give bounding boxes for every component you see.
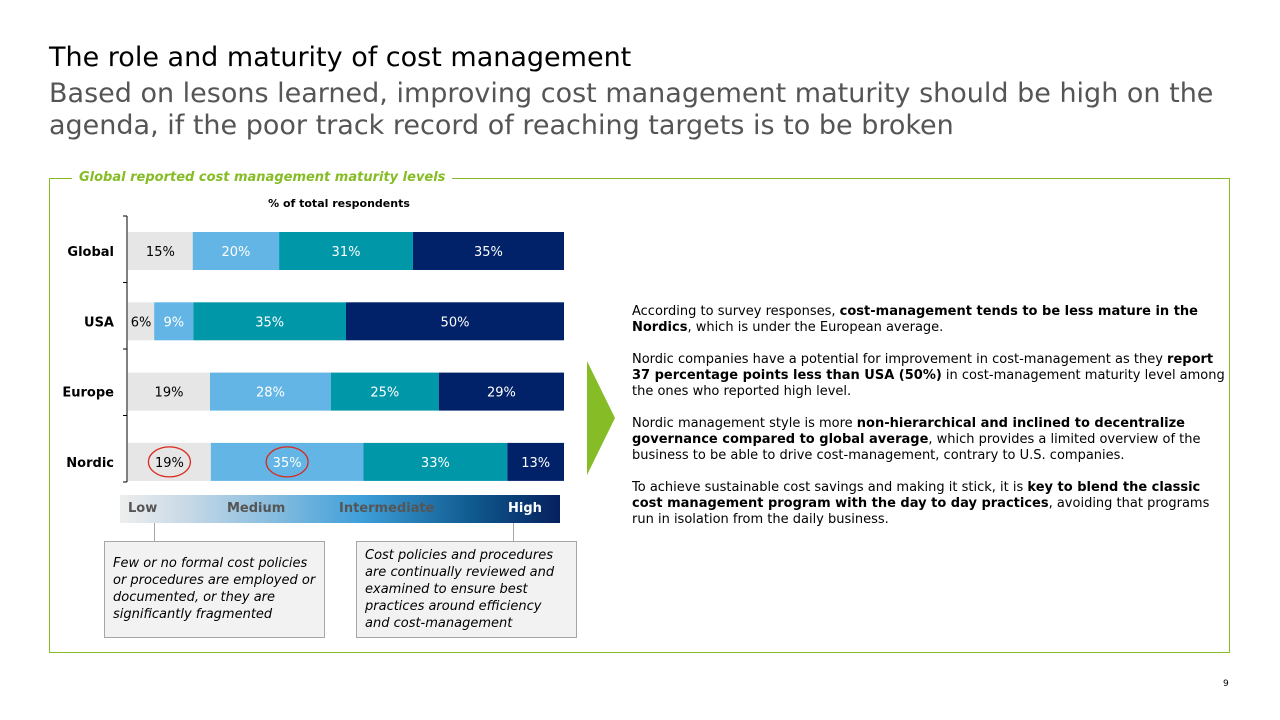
legend-label-intermediate: Intermediate xyxy=(339,501,435,516)
chart-title: % of total respondents xyxy=(268,197,410,210)
commentary-emphasis: report 37 percentage points less than US… xyxy=(632,352,1214,383)
commentary-paragraph: Nordic companies have a potential for im… xyxy=(632,352,1227,400)
bar-segment xyxy=(438,372,564,411)
bar-segment xyxy=(128,372,211,411)
commentary-run: , which provides a limited overview of t… xyxy=(632,432,1201,463)
data-label: 33% xyxy=(421,456,450,471)
category-label: USA xyxy=(84,315,114,330)
commentary-run: To achieve sustainable cost savings and … xyxy=(632,480,1028,495)
highlight-circle xyxy=(147,446,192,478)
data-label: 25% xyxy=(370,386,399,401)
data-label: 9% xyxy=(163,315,184,330)
data-label: 20% xyxy=(221,245,250,260)
slide-title: The role and maturity of cost management xyxy=(49,42,632,73)
commentary-text: According to survey responses, cost-mana… xyxy=(632,304,1227,544)
bar-segment xyxy=(193,302,346,341)
data-label: 50% xyxy=(441,315,470,330)
commentary-run: Nordic companies have a potential for im… xyxy=(632,352,1168,367)
bar-segment xyxy=(330,372,439,411)
data-label: 13% xyxy=(521,456,550,471)
bar-segment xyxy=(363,442,508,481)
category-label: Nordic xyxy=(66,456,114,471)
bar-segment xyxy=(412,232,564,270)
bar-segment xyxy=(279,232,413,270)
low-definition-note: Few or no formal cost policies or proced… xyxy=(104,541,325,638)
data-label: 35% xyxy=(273,456,302,471)
bar-segment xyxy=(154,302,194,341)
highlight-circle xyxy=(265,446,309,478)
commentary-run: , which is under the European average. xyxy=(687,320,944,335)
bar-segment xyxy=(192,232,280,270)
data-label: 31% xyxy=(332,245,361,260)
data-label: 15% xyxy=(146,245,175,260)
bar-segment xyxy=(128,302,155,341)
high-note-connector xyxy=(513,523,514,541)
chart-panel xyxy=(49,178,1230,653)
category-label: Global xyxy=(67,245,114,260)
legend-label-low: Low xyxy=(128,501,158,516)
maturity-legend-bar: Low Medium Intermediate High xyxy=(120,495,560,523)
page-number: 9 xyxy=(1223,679,1229,689)
commentary-paragraph: According to survey responses, cost-mana… xyxy=(632,304,1227,336)
data-label: 28% xyxy=(256,386,285,401)
bar-segment xyxy=(507,442,564,481)
commentary-paragraph: Nordic management style is more non-hier… xyxy=(632,416,1227,464)
panel-label: Global reported cost management maturity… xyxy=(72,170,453,186)
category-label: Europe xyxy=(62,386,114,401)
data-label: 35% xyxy=(474,245,503,260)
data-label: 29% xyxy=(487,386,516,401)
low-note-connector xyxy=(154,523,155,541)
data-label: 19% xyxy=(155,386,184,401)
data-label: 35% xyxy=(255,315,284,330)
bar-segment xyxy=(128,232,193,270)
bar-segment xyxy=(346,302,564,341)
commentary-emphasis: key to blend the classic cost management… xyxy=(632,480,1201,511)
commentary-run: According to survey responses, xyxy=(632,304,840,319)
commentary-emphasis: cost-management tends to be less mature … xyxy=(632,304,1198,335)
commentary-run: in cost-management maturity level among … xyxy=(632,368,1225,399)
legend-label-high: High xyxy=(508,501,542,516)
slide-subtitle: Based on lesons learned, improving cost … xyxy=(49,78,1214,141)
commentary-run: Nordic management style is more xyxy=(632,416,857,431)
commentary-run: , avoiding that programs run in isolatio… xyxy=(632,496,1210,527)
high-definition-note: Cost policies and procedures are continu… xyxy=(356,541,577,638)
data-label: 19% xyxy=(155,456,184,471)
commentary-emphasis: non-hierarchical and inclined to decentr… xyxy=(632,416,1185,447)
legend-label-medium: Medium xyxy=(227,501,286,516)
chevron-right-icon xyxy=(587,361,615,475)
data-label: 6% xyxy=(131,315,152,330)
bar-segment xyxy=(128,442,211,481)
bar-segment xyxy=(210,442,364,481)
bar-segment xyxy=(210,372,331,411)
commentary-paragraph: To achieve sustainable cost savings and … xyxy=(632,480,1227,528)
